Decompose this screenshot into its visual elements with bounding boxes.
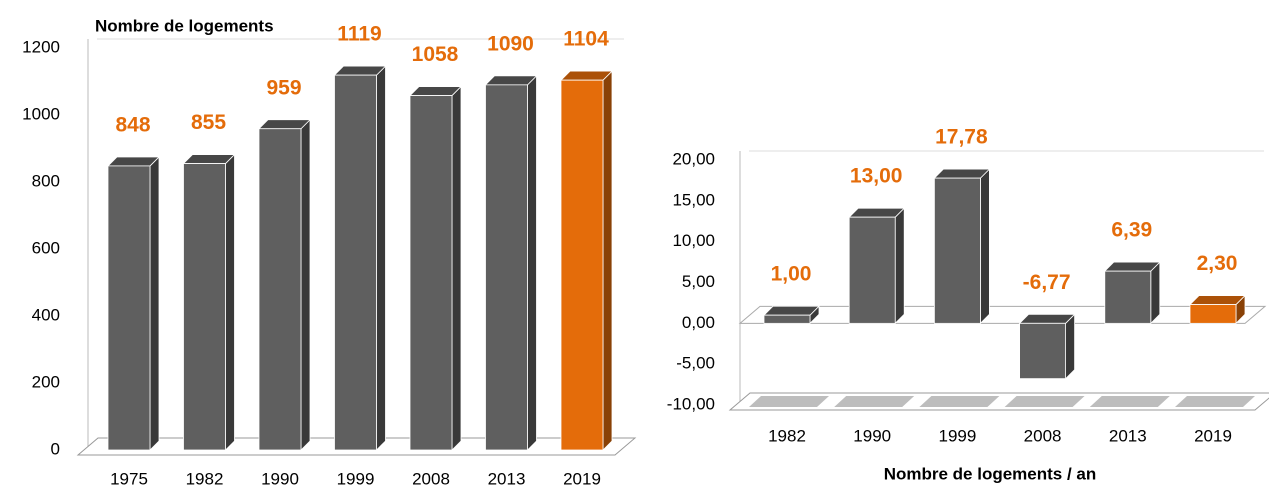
bar-top: [1018, 313, 1076, 324]
bar-top: [848, 207, 906, 218]
value-label: 13,00: [850, 165, 903, 188]
x-tick-label: 2019: [1194, 426, 1232, 445]
bar-top: [333, 65, 387, 76]
value-label: 1,00: [771, 263, 812, 286]
floor-shadow: [1175, 396, 1255, 407]
bar: [1189, 304, 1237, 324]
bar: [107, 165, 151, 451]
x-tick-label: 1990: [261, 469, 299, 488]
bar: [409, 95, 453, 451]
bar-side: [300, 118, 311, 451]
x-tick-label: 1999: [337, 469, 375, 488]
floor-shadow: [1089, 396, 1170, 407]
bar-top: [933, 168, 991, 179]
bar-side: [1150, 261, 1161, 325]
bar-top: [1103, 261, 1161, 272]
floor-shadow: [919, 396, 1000, 407]
value-label: 6,39: [1111, 219, 1152, 242]
x-tick-label: 1975: [110, 469, 148, 488]
value-label: -6,77: [1023, 271, 1071, 294]
bar: [334, 74, 377, 451]
value-label: 17,78: [935, 126, 988, 149]
bar-side: [451, 85, 462, 451]
y-tick-label: 0: [51, 439, 60, 458]
zero-plane: [738, 305, 1267, 324]
bar-side: [894, 207, 905, 325]
y-tick-label: 15,00: [672, 190, 715, 209]
x-tick-label: 1982: [768, 426, 806, 445]
bar-top: [182, 154, 236, 164]
chart-title: Nombre de logements: [95, 16, 274, 35]
floor-shadow: [834, 396, 915, 407]
bar-side: [149, 155, 160, 451]
value-label: 959: [266, 76, 301, 99]
x-tick-label: 2008: [1024, 426, 1062, 445]
bar: [934, 177, 981, 324]
bar-top: [763, 305, 820, 316]
value-label: 1119: [337, 23, 381, 46]
bar: [258, 128, 302, 451]
value-label: 2,30: [1197, 252, 1238, 275]
x-tick-label: 2019: [563, 469, 601, 488]
floor-shadow: [749, 396, 829, 407]
bar-side: [527, 74, 537, 451]
bar-top: [258, 119, 311, 130]
bar-top: [409, 86, 462, 96]
bar-top: [1189, 295, 1246, 305]
bar-top: [484, 75, 538, 86]
x-tick-label: 1982: [186, 469, 224, 488]
y-tick-label: 0,00: [682, 313, 715, 332]
y-tick-label: 1200: [22, 37, 60, 56]
floor-shadow: [1004, 396, 1085, 407]
bar-side: [602, 70, 613, 451]
x-tick-label: 2013: [488, 469, 526, 488]
x-tick-label: 2008: [412, 469, 450, 488]
y-tick-label: 800: [32, 171, 60, 190]
value-label: 1104: [563, 28, 609, 51]
y-tick-label: 200: [32, 372, 60, 391]
value-label: 1058: [412, 43, 459, 66]
bar-side: [376, 65, 386, 451]
bar: [1104, 270, 1152, 324]
x-tick-label: 1999: [938, 426, 976, 445]
y-tick-label: 600: [32, 238, 60, 257]
value-label: 848: [115, 113, 150, 136]
bar-top: [560, 70, 613, 81]
y-tick-label: 20,00: [672, 149, 715, 168]
bar: [763, 314, 811, 324]
value-label: 1090: [487, 32, 534, 55]
y-tick-label: 400: [32, 305, 60, 324]
bar: [848, 216, 896, 324]
bar-side: [980, 168, 990, 325]
y-tick-label: 5,00: [682, 272, 715, 291]
x-tick-label: 2013: [1109, 426, 1147, 445]
bar: [485, 84, 528, 451]
chart-title: Nombre de logements / an: [884, 464, 1097, 483]
x-tick-label: 1990: [853, 426, 891, 445]
bar: [183, 163, 226, 451]
bar-side: [225, 153, 235, 451]
y-tick-label: 10,00: [672, 231, 715, 250]
y-tick-label: -10,00: [667, 394, 715, 413]
value-label: 855: [191, 111, 226, 134]
bar: [1019, 322, 1066, 380]
y-tick-label: 1000: [22, 104, 60, 123]
y-tick-label: -5,00: [676, 354, 715, 373]
bar: [560, 79, 604, 451]
bar-side: [1065, 313, 1075, 380]
bar-top: [107, 156, 160, 167]
